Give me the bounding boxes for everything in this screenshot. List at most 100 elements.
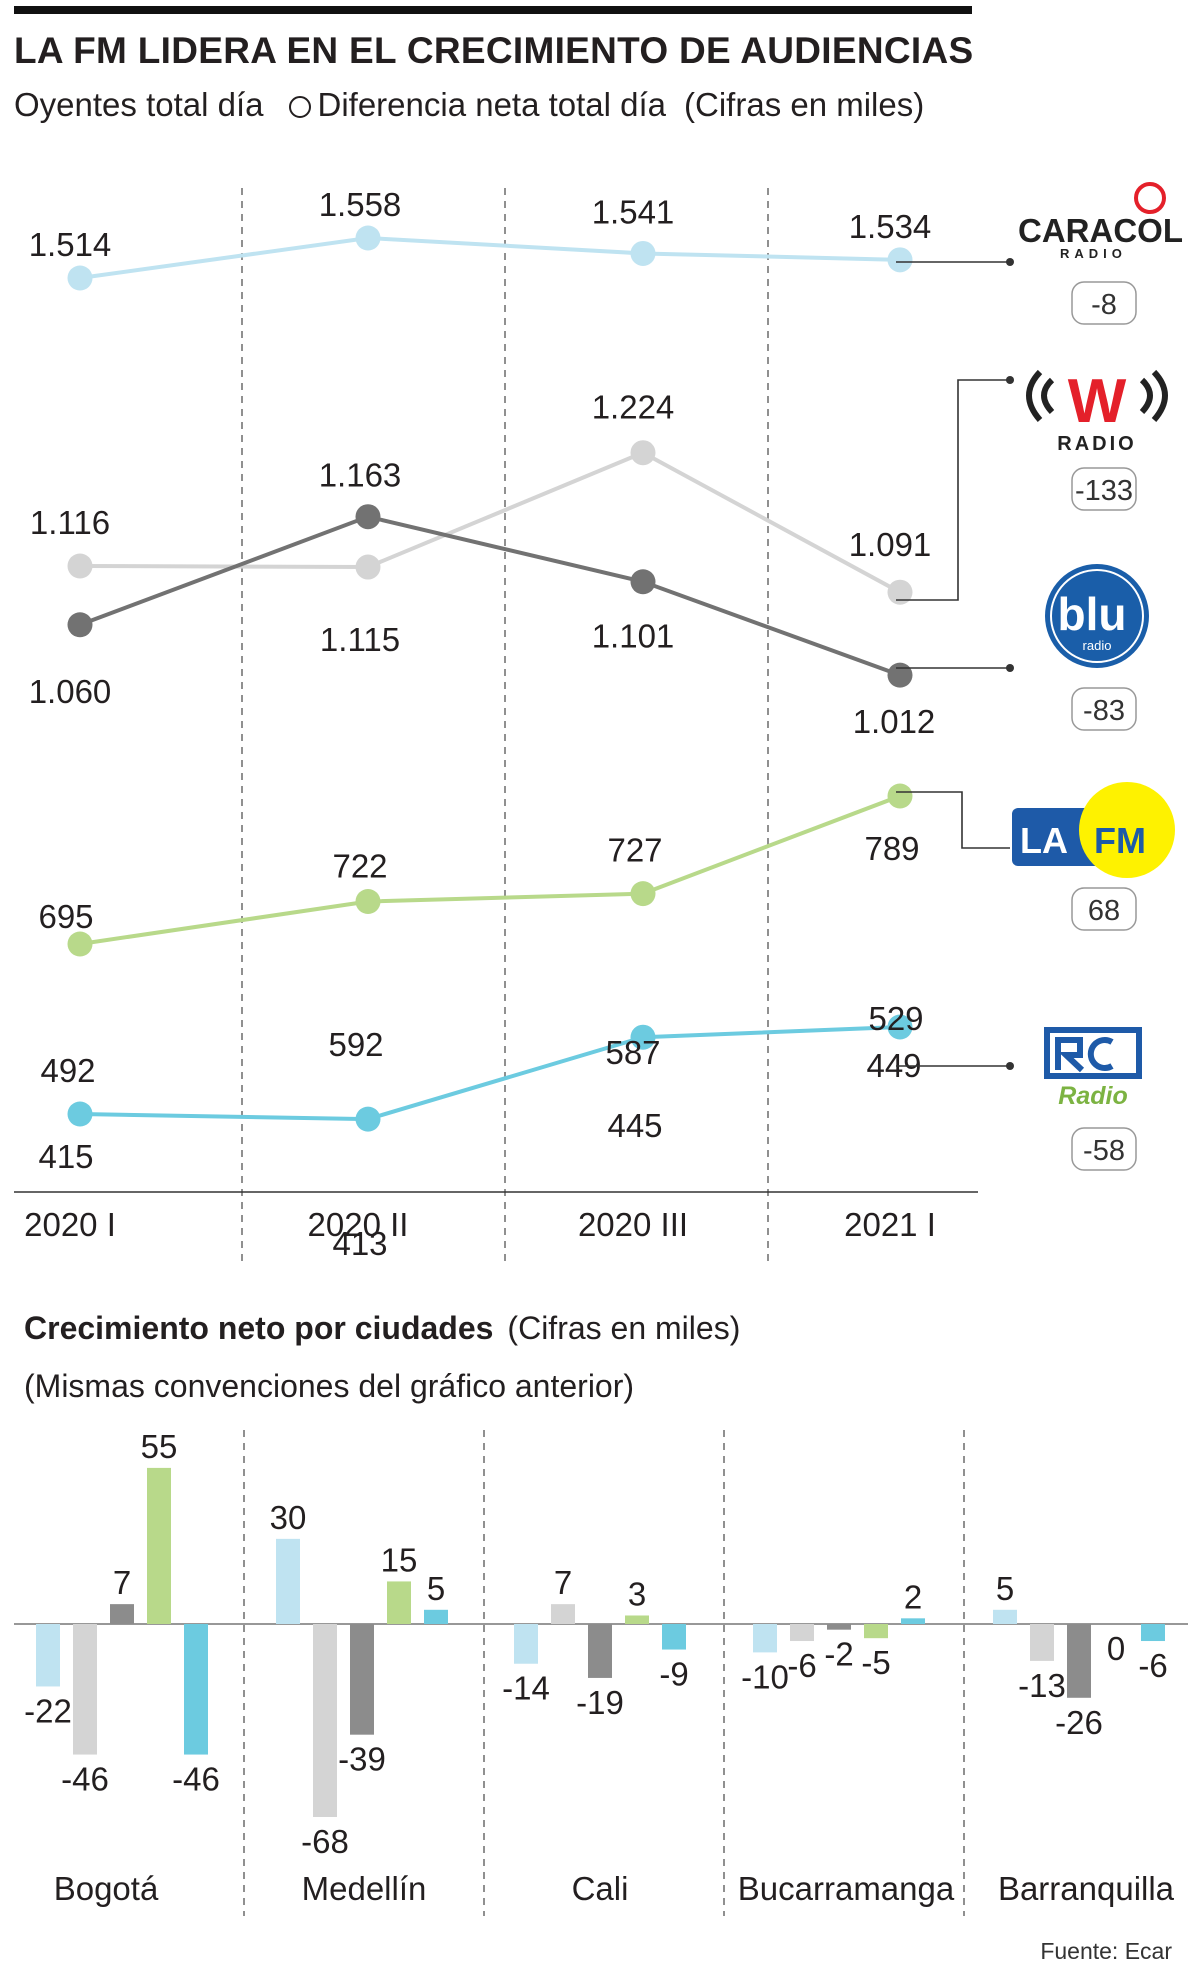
net-badge-frame (1071, 467, 1137, 511)
bar-chart-title: Crecimiento neto por ciudades (Cifras en … (24, 1310, 740, 1347)
bar-cali-caracol-radio (514, 1624, 538, 1664)
net-badge-frame (1071, 1127, 1137, 1171)
point-la-fm-0 (67, 931, 93, 957)
subtitle-note: (Cifras en miles) (684, 86, 925, 123)
rcn-c-icon (1087, 1037, 1114, 1071)
point-rcn-radio-2 (630, 1024, 656, 1050)
w-sub: RADIO (1057, 433, 1136, 455)
value-label-la-fm-0: 695 (38, 898, 93, 935)
bar-cali-blu-radio (588, 1624, 612, 1678)
lafm-logo: LA FM (1012, 782, 1175, 878)
point-w-radio-3 (887, 579, 913, 605)
bar-value-label: -13 (1018, 1667, 1066, 1704)
value-label-w-radio-1: 1.115 (320, 621, 400, 658)
value-label-la-fm-2: 727 (607, 832, 662, 869)
bar-medellín-caracol-radio (276, 1538, 300, 1624)
w-wordmark: W (1068, 367, 1127, 436)
w-wave-left-icon (1041, 377, 1055, 415)
net-badge-value: -58 (1083, 1135, 1125, 1167)
value-label-blu-radio-0: 1.060 (29, 673, 112, 710)
subtitle-main: Oyentes total día (14, 86, 264, 123)
bar-value-label: -10 (741, 1658, 789, 1695)
logo-connectors (896, 261, 1010, 1067)
bar-cali-rcn-radio (662, 1624, 686, 1650)
x-tick-label-1: 2020 II (308, 1206, 409, 1243)
value-label-caracol-radio-1: 1.558 (319, 186, 402, 223)
bar-medellín-blu-radio (350, 1624, 374, 1735)
bar-chart-title-text: Crecimiento neto por ciudades (24, 1310, 494, 1346)
value-label-la-fm-1: 722 (332, 847, 387, 884)
bar-chart-x-axis: Bogotá Medellín Cali Bucarramanga Barranquil… (54, 1870, 1175, 1907)
w-wave-left2-icon (1026, 369, 1043, 422)
bar-bucarramanga-caracol-radio (753, 1624, 777, 1653)
bar-bogotá-blu-radio (110, 1604, 134, 1624)
series-line-caracol-radio (79, 235, 901, 280)
rcn-radio-logo: Radio (1044, 1027, 1142, 1110)
value-label-caracol-radio-0: 1.514 (29, 226, 112, 263)
line-chart-labels: 1.514 1.558 1.541 1.534 1.116 1.115 1.224 1.091… (29, 186, 936, 1262)
value-label-caracol-radio-3: 1.534 (849, 208, 932, 245)
bar-barranquilla-w-radio (1030, 1624, 1054, 1661)
bar-cali-w-radio (551, 1604, 575, 1624)
rcn-r-icon (1055, 1037, 1085, 1073)
net-badge-value: -133 (1075, 475, 1133, 507)
bar-category-label-2: Cali (572, 1870, 629, 1907)
lafm-word-a: LA (1020, 820, 1068, 861)
value-label-w-radio-0: 1.116 (30, 504, 110, 541)
bar-value-label: -68 (301, 1823, 349, 1860)
x-tick-label-0: 2020 I (24, 1206, 116, 1243)
point-caracol-radio-1 (355, 225, 381, 251)
series-line-la-fm (79, 794, 901, 946)
bar-medellín-w-radio (313, 1624, 337, 1817)
point-caracol-radio-2 (630, 240, 656, 266)
bar-bucarramanga-blu-radio (827, 1624, 851, 1630)
subtitle-legend: Diferencia neta total día (317, 86, 667, 123)
bar-value-label: 7 (554, 1564, 572, 1601)
bar-category-label-1: Medellín (302, 1870, 427, 1907)
chart-subtitle: Oyentes total día Diferencia neta total d… (14, 86, 924, 124)
value-label-la-fm-3: 789 (864, 830, 919, 867)
bar-value-label: -6 (787, 1647, 816, 1684)
rcn-frame-icon (1044, 1027, 1142, 1079)
value-label-blu-radio-1: 1.163 (319, 457, 402, 494)
bar-bogotá-la-fm (147, 1467, 171, 1624)
bar-bogotá-w-radio (73, 1624, 97, 1755)
connector-w (896, 379, 1010, 601)
caracol-logo: CARACOL RADIO (1018, 182, 1183, 261)
value-label-w-radio-3: 1.091 (849, 526, 932, 563)
value-label-blu-radio-3: 1.012 (853, 703, 936, 740)
bar-value-label: -5 (861, 1644, 890, 1681)
bar-value-label: 15 (381, 1541, 418, 1578)
net-badge-la-fm: 68 (1071, 887, 1137, 931)
bar-value-label: -19 (576, 1684, 624, 1721)
value-label-blu-radio-2: 1.101 (592, 618, 675, 655)
lafm-word-b: FM (1094, 820, 1146, 861)
point-caracol-radio-0 (67, 265, 93, 291)
bar-medellín-la-fm (387, 1581, 411, 1624)
bar-value-label: -2 (824, 1636, 853, 1673)
point-la-fm-3 (887, 783, 913, 809)
w-wave-right2-icon (1151, 369, 1168, 422)
point-rcn-radio-1 (355, 1106, 381, 1132)
series-line-rcn-radio (79, 1025, 901, 1122)
value-label-rcn-radio-1: 413 (332, 1225, 387, 1262)
bar-value-label: 3 (628, 1575, 646, 1612)
bar-value-label: 5 (996, 1570, 1014, 1607)
extra-label-1: 592 (328, 1026, 383, 1063)
bar-bucarramanga-la-fm (864, 1624, 888, 1639)
series-line-w-radio (79, 450, 901, 594)
rcn-wordmark: Radio (1058, 1082, 1127, 1110)
series-line-blu-radio (79, 514, 901, 677)
bar-medellín-rcn-radio (424, 1609, 448, 1624)
net-badge-blu-radio: -83 (1071, 687, 1137, 731)
bar-barranquilla-caracol-radio (993, 1609, 1017, 1624)
bar-chart-bars (36, 1467, 1165, 1817)
net-badge-value: -83 (1083, 695, 1125, 727)
net-difference-badges: -8 -133 -83 68 -58 (1071, 281, 1137, 1171)
page-title: LA FM LIDERA EN EL CRECIMIENTO DE AUDIEN… (14, 30, 974, 71)
bar-barranquilla-blu-radio (1067, 1624, 1091, 1698)
net-badge-value: -8 (1091, 289, 1117, 321)
blu-sub: radio (1083, 638, 1112, 653)
